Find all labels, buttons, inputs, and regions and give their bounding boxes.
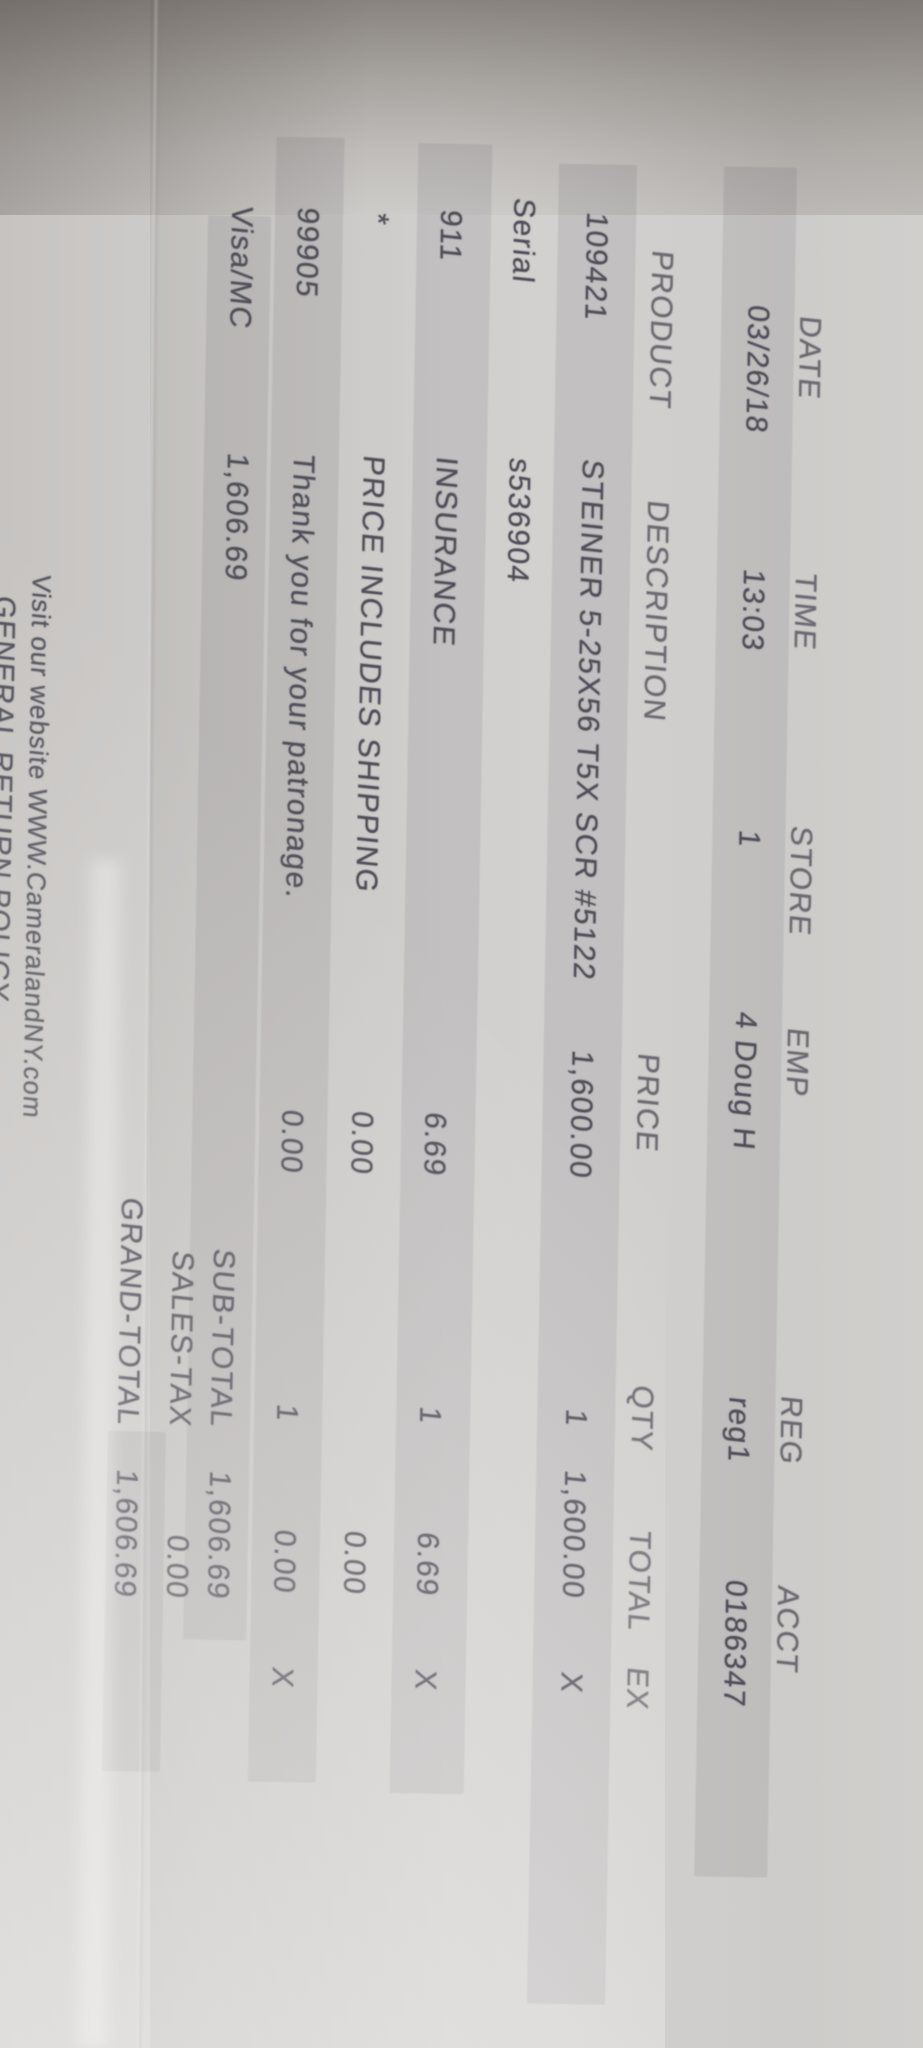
- subtotal-label: SUB-TOTAL: [203, 1247, 241, 1430]
- date-label: DATE: [792, 314, 827, 402]
- item-total: 0.00: [267, 1528, 302, 1596]
- salestax-value: 0.00: [160, 1533, 195, 1601]
- item-price: 1,600.00: [563, 1048, 599, 1181]
- item-price: 0.00: [274, 1108, 309, 1176]
- store-value: 1: [732, 828, 766, 851]
- item-description: PRICE INCLUDES SHIPPING: [349, 453, 390, 896]
- item-ex-flag: X: [554, 1670, 588, 1696]
- product-column-label: PRODUCT: [642, 248, 679, 412]
- reg-value: reg1: [721, 1395, 756, 1465]
- acct-label: ACCT: [769, 1584, 805, 1676]
- emp-label: EMP: [779, 1026, 815, 1100]
- item-ex-flag: X: [265, 1665, 299, 1691]
- time-label: TIME: [787, 571, 822, 653]
- grandtotal-label: GRAND-TOTAL: [111, 1195, 148, 1429]
- qty-column-label: QTY: [624, 1383, 659, 1454]
- item-code: Serial: [506, 196, 541, 286]
- item-code: 911: [433, 208, 468, 264]
- grandtotal-value: 1,606.69: [108, 1467, 144, 1601]
- store-label: STORE: [782, 824, 818, 939]
- time-value: 13:03: [735, 567, 771, 654]
- item-code: 109421: [578, 210, 614, 324]
- ex-column-label: EX: [620, 1665, 654, 1713]
- subtotal-value: 1,606.69: [200, 1469, 237, 1602]
- description-column-label: DESCRIPTION: [637, 498, 675, 724]
- salestax-label: SALES-TAX: [163, 1249, 200, 1430]
- payment-amount: 1,606.69: [218, 451, 254, 584]
- item-total: 0.00: [337, 1529, 372, 1598]
- price-column-label: PRICE: [629, 1051, 665, 1155]
- item-code: 99905: [289, 205, 325, 300]
- item-ex-flag: X: [408, 1667, 442, 1693]
- acct-value: 0186347: [717, 1578, 753, 1710]
- item-description: INSURANCE: [426, 455, 463, 649]
- item-price: 0.00: [344, 1109, 379, 1178]
- item-description: s536904: [500, 456, 536, 586]
- item-price: 6.69: [417, 1110, 452, 1179]
- date-value: 03/26/18: [739, 303, 775, 436]
- emp-value: 4 Doug H: [726, 1010, 763, 1153]
- total-column-label: TOTAL: [621, 1528, 657, 1634]
- item-total: 6.69: [410, 1530, 445, 1599]
- item-code: *: [361, 210, 395, 228]
- item-total: 1,600.00: [556, 1468, 592, 1601]
- payment-method: Visa/MC: [223, 204, 259, 332]
- reg-label: REG: [773, 1394, 808, 1468]
